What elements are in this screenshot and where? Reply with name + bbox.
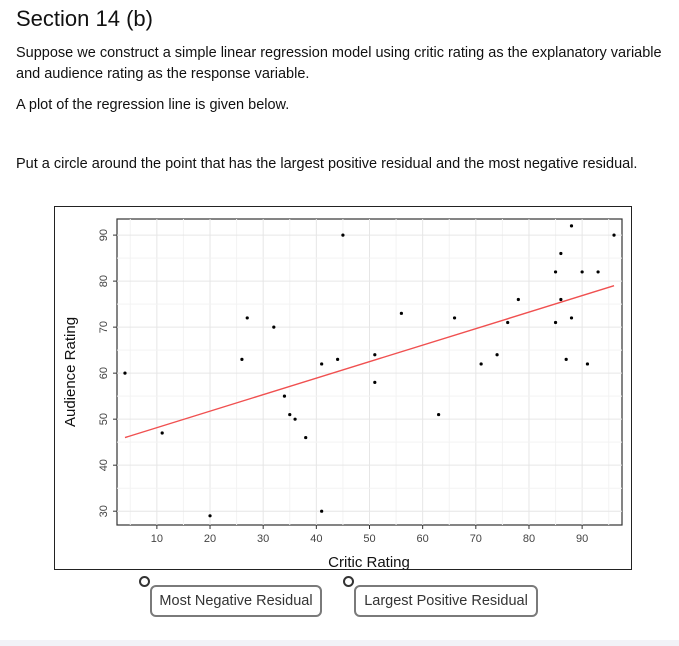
drag-handle-positive[interactable] [343,576,354,587]
x-tick-label: 70 [470,533,482,545]
data-point[interactable] [288,412,292,417]
scatter-chart: 10 20 30 40 50 60 70 80 90 30 40 50 60 70 80 90 Critic … [62,218,623,569]
data-point[interactable] [399,311,403,315]
data-point[interactable] [516,297,520,302]
data-point[interactable] [304,435,308,440]
x-tick-label: 90 [576,533,588,545]
data-point[interactable] [559,251,563,256]
y-tick-label: 40 [98,459,110,471]
data-point[interactable] [293,417,297,421]
data-point[interactable] [452,316,457,320]
data-point[interactable] [240,357,244,361]
data-point[interactable] [373,380,377,384]
data-point[interactable] [208,514,212,518]
x-tick-label: 60 [417,533,429,545]
x-tick-label: 10 [151,533,163,545]
drag-handle-negative[interactable] [139,576,150,587]
x-tick-label: 80 [523,533,535,545]
most-negative-residual-button[interactable]: Most Negative Residual [150,585,322,617]
plot-frame: 10 20 30 40 50 60 70 80 90 30 40 50 60 70 80 90 Critic … [54,206,632,570]
data-point[interactable] [612,233,616,237]
y-tick-label: 80 [98,275,110,287]
data-point[interactable] [580,270,584,274]
x-tick-label: 20 [204,533,216,545]
data-point[interactable] [123,371,127,375]
data-point[interactable] [282,394,287,398]
y-tick-label: 30 [98,505,110,517]
data-point[interactable] [336,357,340,361]
y-tick-label: 90 [98,229,110,241]
data-point[interactable] [585,362,590,366]
data-point[interactable] [245,316,249,320]
data-point[interactable] [272,325,276,329]
x-tick-label: 50 [363,533,375,545]
plot-note-text: A plot of the regression line is given b… [16,97,290,113]
regression-line [124,285,615,439]
data-point[interactable] [506,320,510,325]
instruction-text: Put a circle around the point that has t… [16,156,638,172]
data-point[interactable] [341,233,345,237]
data-point[interactable] [437,412,441,417]
y-axis-label: Audience Rating [62,317,79,427]
bottom-strip [0,640,679,646]
data-point[interactable] [160,431,164,435]
data-point[interactable] [553,270,558,274]
section-title: Section 14 (b) [16,6,153,31]
y-tick-label: 60 [98,367,110,379]
data-point[interactable] [569,316,574,320]
data-point[interactable] [569,224,574,228]
y-tick-label: 70 [98,321,110,333]
data-point[interactable] [320,362,324,366]
x-tick-label: 30 [257,533,269,545]
data-point[interactable] [479,362,483,366]
x-tick-label: 40 [310,533,322,545]
y-tick-label: 50 [98,413,110,425]
data-point[interactable] [559,297,563,302]
data-point[interactable] [553,320,558,325]
intro-text: Suppose we construct a simple linear reg… [16,45,662,82]
data-point[interactable] [596,270,600,274]
data-point[interactable] [320,509,324,513]
largest-positive-residual-button[interactable]: Largest Positive Residual [354,585,538,617]
data-point[interactable] [564,357,568,361]
data-point[interactable] [495,353,499,357]
x-axis-label: Critic Rating [328,554,410,569]
data-point[interactable] [373,353,377,357]
